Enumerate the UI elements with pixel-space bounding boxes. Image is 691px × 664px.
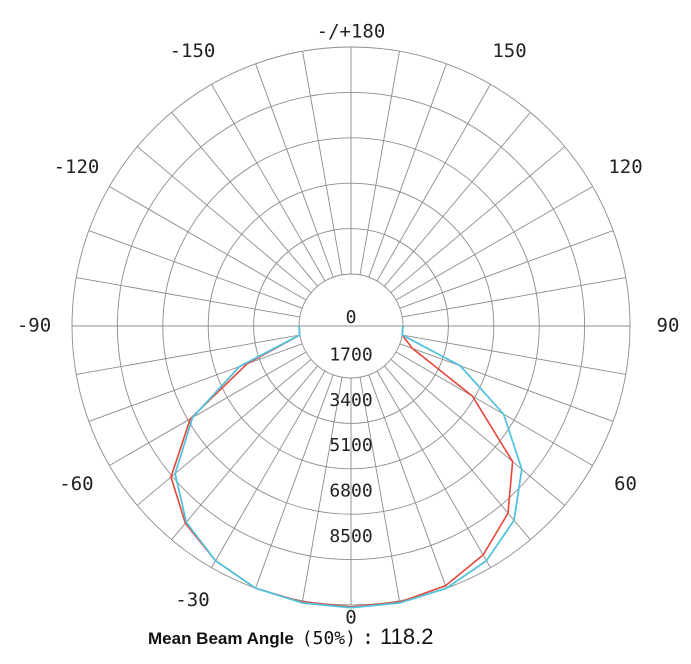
grid-spoke bbox=[368, 63, 447, 278]
grid-spoke bbox=[368, 374, 447, 589]
grid-spoke bbox=[136, 359, 312, 506]
grid-spoke bbox=[171, 365, 318, 541]
grid-spoke bbox=[384, 365, 531, 541]
grid-spoke bbox=[384, 111, 531, 287]
grid-spoke bbox=[359, 377, 400, 601]
grid-spoke bbox=[302, 51, 343, 275]
grid-spoke bbox=[171, 111, 318, 287]
grid-spoke bbox=[211, 84, 326, 282]
grid-spoke bbox=[302, 377, 343, 601]
grid-spoke bbox=[402, 277, 626, 318]
angle-tick-label: -150 bbox=[170, 40, 216, 62]
radial-tick-label: 8500 bbox=[329, 526, 372, 547]
grid-spoke bbox=[390, 359, 566, 506]
grid-spoke bbox=[136, 146, 312, 293]
grid-spoke bbox=[88, 230, 303, 309]
angle-tick-label: -90 bbox=[17, 315, 51, 337]
grid-spoke bbox=[395, 351, 593, 466]
grid-spoke bbox=[390, 146, 566, 293]
polar-grid bbox=[71, 46, 631, 606]
grid-spoke bbox=[76, 277, 300, 318]
grid-spoke bbox=[399, 343, 614, 422]
angle-tick-label: 90 bbox=[657, 315, 680, 337]
radial-tick-label: 6800 bbox=[329, 481, 372, 502]
mean-beam-angle-label: Mean Beam Angle bbox=[148, 629, 294, 648]
grid-spoke bbox=[399, 230, 614, 309]
mean-beam-angle-percent: (50%) bbox=[301, 628, 356, 649]
radial-tick-label: 0 bbox=[346, 307, 357, 328]
mean-beam-angle-value: 118.2 bbox=[380, 624, 434, 649]
angle-tick-labels: -/+180 -150 150 -120 120 -90 90 -60 60 -30 0 bbox=[17, 21, 680, 629]
radial-tick-labels: 0 1700 3400 5100 6800 8500 bbox=[329, 307, 372, 547]
grid-spoke bbox=[255, 63, 334, 278]
grid-spoke bbox=[376, 84, 491, 282]
angle-tick-label: -/+180 bbox=[317, 21, 386, 43]
angle-tick-label: -120 bbox=[54, 156, 100, 178]
grid-spoke bbox=[395, 186, 593, 301]
angle-tick-label: 120 bbox=[608, 156, 642, 178]
angle-tick-label: 60 bbox=[614, 473, 637, 495]
grid-spoke bbox=[402, 334, 626, 375]
grid-spoke bbox=[109, 186, 307, 301]
grid-spoke bbox=[211, 370, 326, 568]
grid-spoke bbox=[376, 370, 491, 568]
angle-tick-label: 150 bbox=[492, 40, 526, 62]
grid-spoke bbox=[76, 334, 300, 375]
angle-tick-label: -30 bbox=[175, 589, 209, 611]
angle-tick-label: -60 bbox=[59, 473, 93, 495]
radial-tick-label: 5100 bbox=[329, 435, 372, 456]
mean-beam-angle-readout: Mean Beam Angle (50%) : 118.2 bbox=[148, 624, 433, 660]
intensity-series-line bbox=[174, 325, 523, 609]
grid-spoke bbox=[359, 51, 400, 275]
grid-spoke bbox=[109, 351, 307, 466]
angle-tick-label: 0 bbox=[345, 607, 356, 629]
radial-tick-label: 3400 bbox=[329, 390, 372, 411]
intensity-curves bbox=[170, 325, 523, 609]
grid-spoke bbox=[255, 374, 334, 589]
grid-spoke bbox=[88, 343, 303, 422]
mean-beam-angle-separator: : bbox=[361, 625, 375, 649]
radial-tick-label: 1700 bbox=[329, 344, 372, 365]
